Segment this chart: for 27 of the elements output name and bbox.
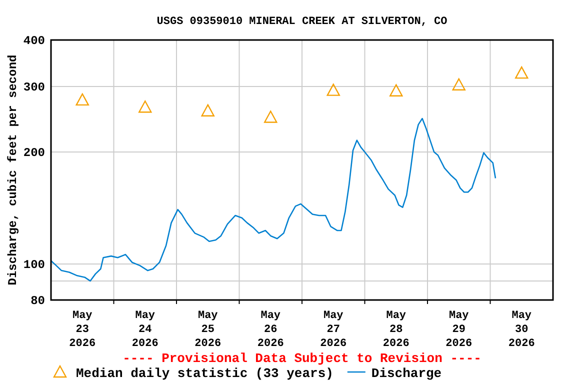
point xyxy=(452,78,466,90)
text: ---- Provisional Data Subject to Revision ---- xyxy=(122,351,482,366)
x-tick-label: May 29 2026 xyxy=(446,310,472,350)
y-axis-title: Discharge, cubic feet per second xyxy=(6,54,20,286)
x-tick-label: May 25 2026 xyxy=(194,310,222,350)
point xyxy=(326,84,340,96)
y-tick-label: 200 xyxy=(23,146,45,160)
point xyxy=(515,66,528,79)
x-tick-label: May 26 2026 xyxy=(257,310,284,350)
point xyxy=(201,104,214,116)
point xyxy=(264,110,278,123)
point xyxy=(390,84,403,96)
x-tick-label: May 27 2026 xyxy=(320,310,347,350)
x-tick-label: May 23 2026 xyxy=(69,310,96,350)
x-tick-label: May 24 2026 xyxy=(132,310,158,350)
y-tick-label: 100 xyxy=(23,258,45,272)
chart-title: USGS 09359010 MINERAL CREEK AT SILVERTON, CO xyxy=(156,16,448,28)
x-tick-label: May 30 2026 xyxy=(508,310,535,350)
x-tick-label: May 28 2026 xyxy=(382,310,410,350)
line-series xyxy=(50,118,496,282)
y-tick-label: 80 xyxy=(30,294,45,308)
y-tick-label: 300 xyxy=(23,80,45,94)
point xyxy=(138,100,152,113)
point xyxy=(76,93,89,106)
legend-label: Median daily statistic (33 years) xyxy=(76,366,334,381)
legend-label: Discharge xyxy=(371,366,442,381)
y-tick-label: 400 xyxy=(23,34,45,48)
